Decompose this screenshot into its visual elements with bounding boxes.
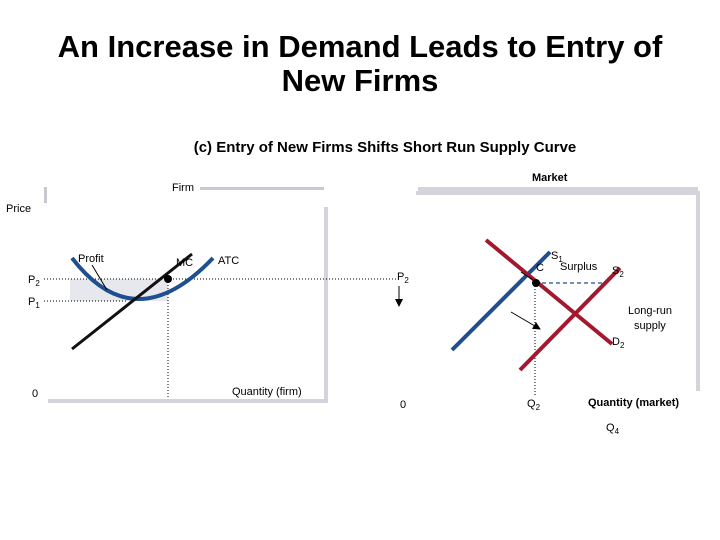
title-line-2: New Firms [281,63,439,98]
s1-label: S1 [551,250,563,264]
market-label: Market [532,172,568,184]
supply-s2-curve [518,266,622,372]
demand-d2-curve [484,238,614,346]
profit-label: Profit [78,253,104,265]
title-line-1: An Increase in Demand Leads to Entry of [57,29,663,64]
mc-label: MC [176,257,193,269]
firm-p1-label: P1 [28,296,40,310]
market-point-c [532,279,540,287]
q4-label: Q4 [606,422,620,436]
slide-title: An Increase in Demand Leads to Entry of … [0,30,720,98]
atc-label: ATC [218,255,239,267]
mc-curve [71,252,193,351]
firm-top-bar-right [200,187,324,190]
market-origin: 0 [400,399,406,411]
firm-equilibrium-point [164,275,172,283]
atc-curve [70,256,215,301]
surplus-label: Surplus [560,261,598,273]
price-axis-label: Price [6,203,31,215]
profit-area [70,279,168,301]
supply-s1-curve [450,250,552,352]
firm-x-axis-label: Quantity (firm) [232,386,302,398]
c-label: C [536,262,544,274]
firm-origin: 0 [32,388,38,400]
market-top-bar [418,187,698,191]
market-x-axis-label: Quantity (market) [588,397,679,409]
q2-label: Q2 [527,398,541,412]
c-pointer [520,271,534,281]
s2-label: S2 [612,265,624,279]
firm-p2-label: P2 [28,274,40,288]
firm-label: Firm [172,182,194,194]
long-run-label-1: Long-run [628,305,672,317]
diagram-subtitle: (c) Entry of New Firms Shifts Short Run … [193,139,577,156]
firm-top-bar [44,187,47,203]
profit-pointer [91,264,108,291]
market-p2-label: P2 [397,271,409,285]
d2-label: D2 [612,336,625,350]
long-run-label-2: supply [634,320,666,332]
supply-shift-arrow [510,311,541,330]
